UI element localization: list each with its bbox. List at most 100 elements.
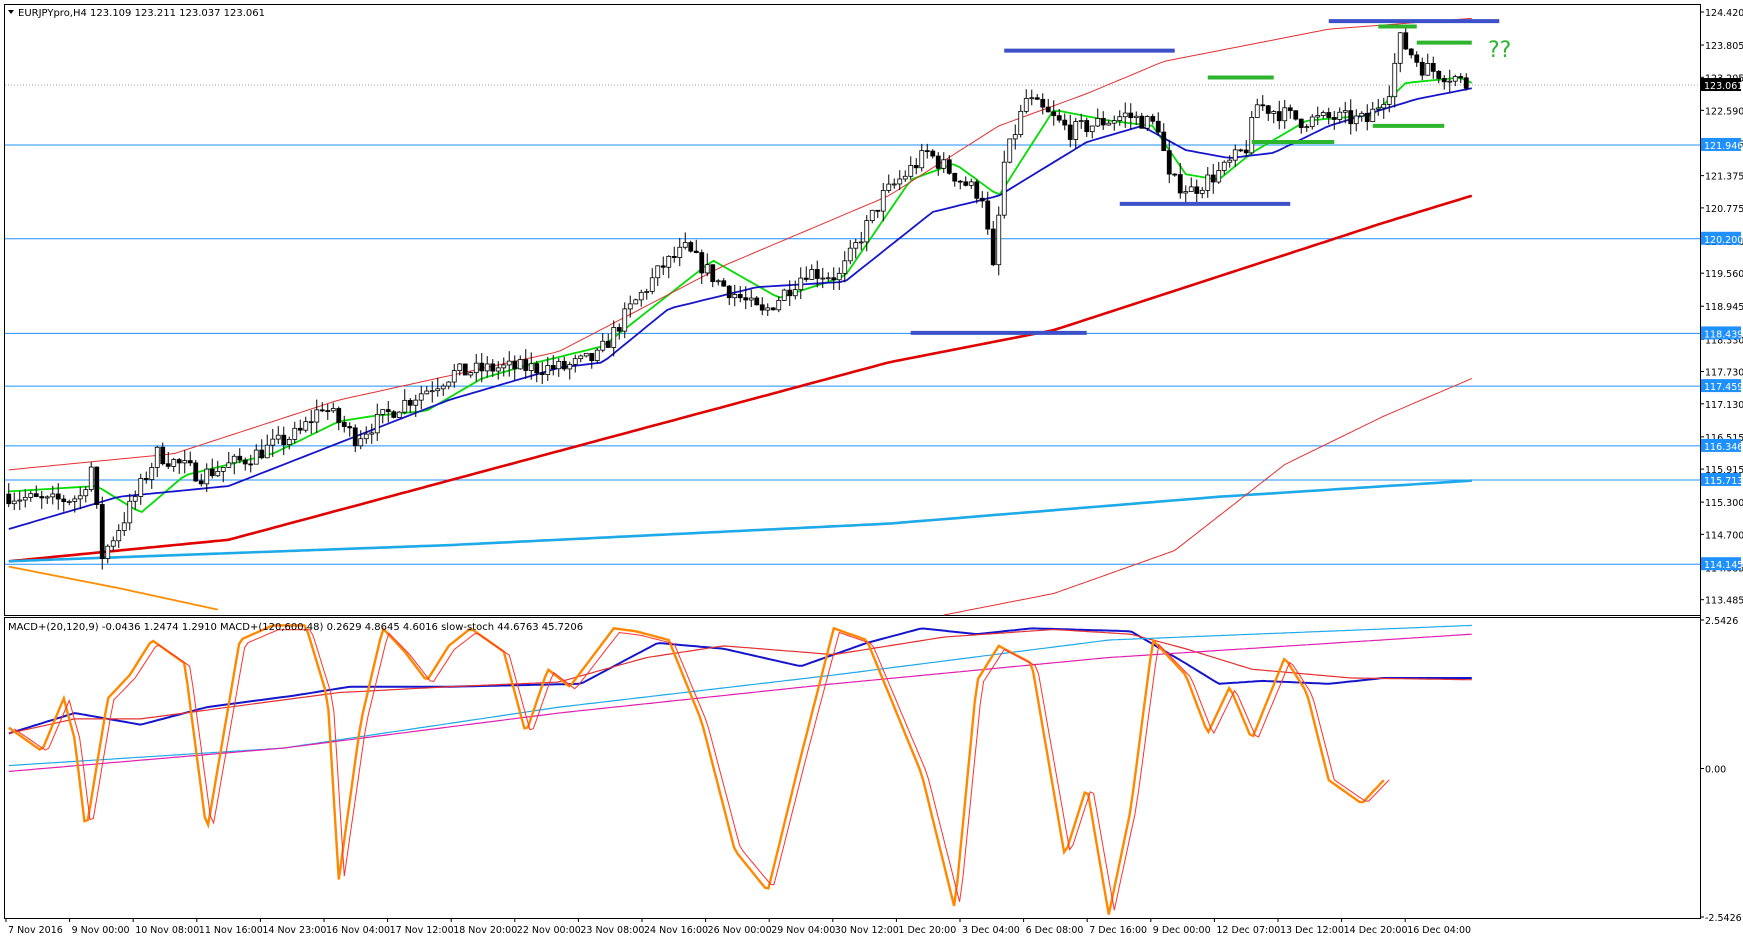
chart-menu-icon[interactable] [8, 10, 14, 14]
price-tick-label: 119.560 [1705, 269, 1743, 280]
price-tick-label: 117.730 [1705, 368, 1743, 379]
candle-body [165, 463, 171, 467]
candle-body [1051, 111, 1057, 117]
candle-body [231, 455, 237, 464]
candle-body [594, 349, 600, 361]
candle-body [671, 255, 677, 258]
candle-body [638, 291, 644, 301]
candle-body [1078, 120, 1084, 122]
candle-body [99, 504, 105, 559]
level-price-label: 118.439 [1704, 329, 1743, 340]
candle-body [308, 421, 314, 424]
candle-body [836, 272, 842, 281]
candle-body [770, 307, 776, 311]
candle-body [1276, 111, 1282, 122]
time-tick-label: 23 Nov 08:00 [580, 925, 644, 936]
candle-body [1139, 115, 1145, 129]
price-tick-label: 122.590 [1705, 106, 1743, 117]
candle-body [556, 360, 562, 370]
time-tick-label: 11 Nov 16:00 [199, 925, 263, 936]
candle-body [259, 449, 265, 459]
candle-body [341, 422, 347, 427]
candle-body [451, 370, 457, 383]
candle-body [809, 269, 815, 280]
candle-body [484, 363, 490, 372]
candle-body [1386, 96, 1392, 105]
candle-body [924, 150, 930, 153]
candle-body [1188, 186, 1194, 192]
candle-body [567, 364, 573, 370]
price-tick-label: 117.130 [1705, 400, 1743, 411]
candle-body [996, 214, 1002, 266]
candle-body [583, 352, 589, 357]
candle-body [1254, 104, 1260, 118]
candle-body [545, 365, 551, 375]
level-price-box [1701, 231, 1741, 245]
candle-body [891, 183, 897, 186]
candle-body [105, 545, 111, 559]
candle-body [649, 277, 655, 292]
candle-body [633, 299, 639, 305]
level-price-label: 116.346 [1704, 442, 1743, 453]
candle-body [765, 307, 771, 311]
candle-body [1216, 170, 1222, 183]
candle-body [886, 183, 892, 191]
series-macd-red [8, 628, 1472, 735]
candle-body [457, 363, 463, 372]
candle-body [1084, 120, 1090, 133]
price-tick-label: 116.515 [1705, 433, 1743, 444]
candle-body [693, 250, 699, 253]
candle-body [825, 277, 831, 280]
candle-body [1458, 76, 1464, 79]
candle-body [1397, 32, 1403, 64]
time-tick-label: 22 Nov 00:00 [517, 925, 581, 936]
candle-body [1359, 112, 1365, 117]
candle-body [957, 180, 963, 183]
candle-body [627, 303, 633, 310]
price-tick-label: 113.485 [1705, 596, 1743, 607]
candle-body [1111, 120, 1117, 124]
candle-body [1441, 78, 1447, 83]
candle-body [1430, 63, 1436, 72]
candle-body [605, 340, 611, 348]
candle-body [220, 466, 226, 472]
oscillator-tick-label: 0.00 [1705, 765, 1726, 776]
level-price-box [1701, 557, 1741, 571]
series-macd-blue [8, 627, 1472, 735]
candle-body [704, 264, 710, 274]
candle-body [616, 327, 622, 332]
candle-body [1353, 115, 1359, 125]
candle-body [1199, 189, 1205, 194]
candle-body [303, 421, 309, 431]
level-price-box [1701, 472, 1741, 486]
candle-body [253, 449, 259, 465]
candle-body [1425, 63, 1431, 76]
price-tick-label: 115.300 [1705, 498, 1743, 509]
candle-body [1122, 112, 1128, 118]
price-tick-label: 118.945 [1705, 302, 1743, 313]
candle-body [517, 359, 523, 370]
candle-body [319, 409, 325, 412]
candle-body [473, 362, 479, 374]
candle-body [655, 265, 661, 279]
candle-body [1029, 97, 1035, 100]
candle-body [83, 489, 89, 497]
candle-body [143, 478, 149, 480]
candle-body [847, 247, 853, 262]
price-tick-label: 114.700 [1705, 530, 1743, 541]
candle-body [1210, 174, 1216, 183]
candle-body [875, 209, 881, 212]
candle-body [699, 252, 705, 274]
candle-body [1067, 124, 1073, 140]
candle-body [66, 501, 72, 503]
candle-body [1298, 118, 1304, 129]
level-price-label: 115.713 [1704, 476, 1743, 487]
candle-body [6, 493, 12, 505]
price-tick-label: 123.805 [1705, 41, 1743, 52]
time-tick-label: 1 Dec 20:00 [898, 925, 956, 936]
candle-body [1128, 112, 1134, 119]
candle-body [853, 242, 859, 249]
candle-body [1106, 122, 1112, 126]
candle-body [138, 478, 144, 497]
